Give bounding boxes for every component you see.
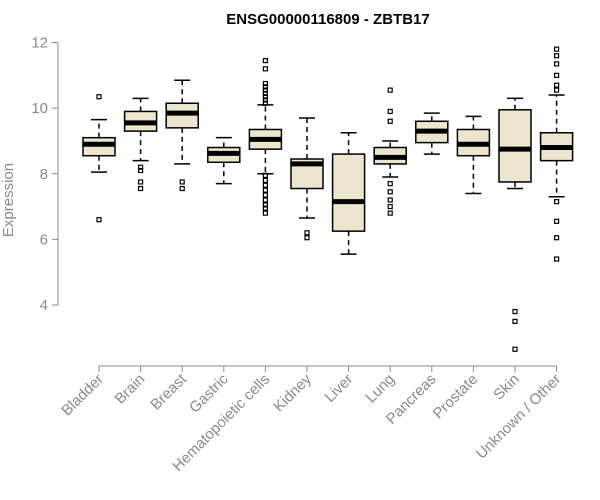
plot-area (82, 46, 574, 352)
y-tick-label: 4 (40, 297, 48, 314)
outlier-point (262, 90, 268, 97)
x-tick-label: Brain (112, 371, 149, 408)
outlier-point (553, 199, 560, 205)
y-tick-label: 6 (40, 231, 48, 248)
outlier-point (553, 82, 560, 88)
x-tick-label: Skin (490, 371, 523, 404)
outlier-point (96, 217, 102, 223)
x-tick-label: Prostate (430, 371, 482, 423)
outlier-point (262, 205, 268, 211)
outlier-point (262, 94, 268, 100)
outlier-point (138, 164, 144, 170)
outlier-point (387, 197, 393, 203)
outlier-point (262, 84, 268, 90)
outlier-point (304, 230, 310, 236)
box (498, 109, 532, 183)
outlier-point (553, 87, 560, 93)
box (331, 153, 366, 232)
x-tick-label: Liver (321, 371, 356, 406)
y-tick-label: 12 (31, 35, 48, 52)
outlier-point (262, 100, 268, 106)
x-tick-label: Kidney (270, 370, 315, 415)
y-tick-label: 8 (40, 166, 48, 183)
outlier-point (262, 177, 268, 183)
box-group (207, 136, 241, 185)
y-tick-label: 10 (31, 100, 48, 117)
box-group (456, 115, 491, 195)
outlier-point (553, 218, 560, 224)
outlier-point (387, 108, 393, 115)
box-group (290, 117, 324, 241)
outlier-point (96, 94, 102, 100)
outlier-point (138, 185, 144, 192)
outlier-point (387, 210, 393, 216)
outlier-point (262, 197, 268, 203)
outlier-point (262, 80, 268, 87)
outlier-point (387, 181, 393, 187)
box-group (248, 57, 283, 216)
outlier-point (262, 202, 268, 208)
outlier-point (262, 57, 268, 64)
outlier-point (262, 172, 268, 178)
outlier-point (512, 318, 518, 324)
x-tick-label: Bladder (58, 371, 107, 420)
outlier-point (387, 118, 393, 124)
outlier-point (179, 185, 185, 192)
box-group (165, 79, 199, 192)
box-group (123, 97, 158, 192)
outlier-point (387, 189, 393, 195)
outlier-point (512, 346, 518, 352)
outlier-point (262, 210, 268, 216)
y-axis-label: Expression (0, 163, 17, 237)
outlier-point (553, 46, 560, 52)
box-group (539, 46, 574, 262)
box-group (373, 87, 407, 216)
box-group (415, 112, 449, 155)
box-group (82, 94, 116, 223)
outlier-point (138, 167, 144, 174)
box-group (331, 132, 366, 255)
y-axis: 4 6 8 10 12 (31, 35, 59, 314)
outlier-point (553, 53, 560, 59)
box-group (498, 97, 532, 352)
outlier-point (138, 179, 144, 185)
outlier-point (553, 256, 560, 262)
outlier-point (512, 308, 518, 315)
outlier-point (262, 66, 268, 72)
outlier-point (553, 235, 560, 241)
x-tick-label: Breast (147, 370, 190, 413)
outlier-point (262, 97, 268, 103)
outlier-point (262, 187, 268, 193)
outlier-point (262, 192, 268, 198)
x-tick-label: Lung (362, 371, 398, 407)
outlier-point (387, 87, 393, 93)
outlier-point (262, 87, 268, 93)
outlier-point (553, 61, 560, 67)
outlier-point (304, 235, 310, 241)
outlier-point (262, 182, 268, 188)
outlier-point (387, 203, 393, 210)
chart-title: ENSG00000116809 - ZBTB17 (226, 11, 429, 28)
outlier-point (179, 179, 185, 185)
outlier-point (553, 72, 560, 78)
